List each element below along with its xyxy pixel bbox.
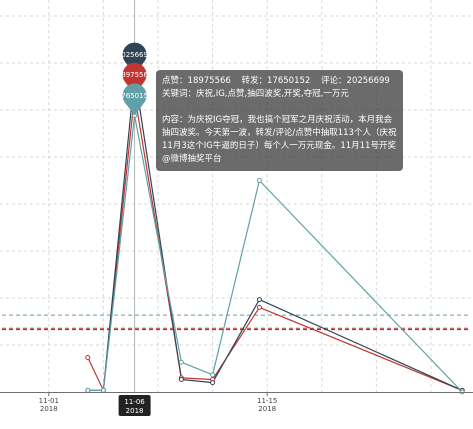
tooltip-stat-reposts: 转发：17650152 — [242, 76, 311, 86]
pin-icon — [122, 83, 147, 116]
axis-pointer-label-date: 11-06 — [124, 398, 145, 406]
tooltip-stat-value: 20256699 — [346, 76, 390, 86]
tooltip-stat-label: 评论 — [321, 76, 339, 86]
tooltip-content-text: 为庆祝IG夺冠，我也搞个冠军之月庆祝活动，本月我会抽四波奖。今天第一波，转发/评… — [162, 115, 397, 164]
x-tick-label-year: 2018 — [40, 405, 58, 413]
x-tick-label-year: 2018 — [258, 405, 276, 413]
tooltip-content: 内容：为庆祝IG夺冠，我也搞个冠军之月庆祝活动，本月我会抽四波奖。今天第一波，转… — [162, 114, 397, 166]
data-point — [85, 387, 91, 393]
data-point — [256, 297, 262, 303]
max-marker-label: 18975566 — [117, 71, 153, 79]
gridlines — [0, 0, 473, 392]
data-point — [178, 376, 184, 382]
tooltip-keywords: 关键词：庆祝,IG,点赞,抽四波奖,开奖,夺冠,一万元 — [162, 88, 397, 101]
tooltip-stat-label: 点赞 — [162, 76, 180, 86]
tooltip-stat-value: 18975566 — [187, 76, 231, 86]
data-point — [210, 372, 216, 378]
tooltip-stat-likes: 点赞：18975566 — [162, 76, 231, 86]
x-tick-label-date: 11-01 — [39, 397, 59, 405]
average-lines — [2, 314, 470, 331]
data-point — [256, 178, 262, 183]
tooltip-stat-label: 转发 — [241, 76, 259, 86]
data-point — [210, 380, 216, 386]
tooltip-stat-separator: ： — [258, 76, 268, 86]
tooltip-keywords-label: 关键词： — [162, 89, 197, 99]
data-point — [256, 304, 262, 310]
data-point — [85, 355, 91, 361]
max-marker-label: 20256699 — [117, 51, 153, 59]
tooltip-stat-comments: 评论：20256699 — [321, 76, 390, 86]
axis-pointer-label-year: 2018 — [126, 407, 144, 415]
tooltip: 点赞：18975566 转发：17650152 评论：20256699 关键词：… — [156, 70, 403, 171]
tooltip-content-label: 内容： — [162, 115, 188, 125]
data-point — [178, 359, 184, 365]
tooltip-stat-value: 17650152 — [267, 76, 311, 86]
axis-pointer-label-box — [118, 395, 151, 416]
x-tick-label-date: 11-15 — [257, 397, 277, 405]
max-marker-pin: 17650152 — [117, 83, 153, 116]
max-marker-label: 17650152 — [117, 92, 153, 100]
max-markers: 20256699 18975566 17650152 — [117, 42, 153, 116]
data-point — [100, 387, 106, 393]
tooltip-stat-separator: ： — [179, 76, 188, 86]
tooltip-stat-separator: ： — [338, 76, 347, 86]
tooltip-keywords-text: 庆祝,IG,点赞,抽四波奖,开奖,夺冠,一万元 — [196, 89, 349, 99]
tooltip-stats: 点赞：18975566 转发：17650152 评论：20256699 — [162, 75, 397, 88]
